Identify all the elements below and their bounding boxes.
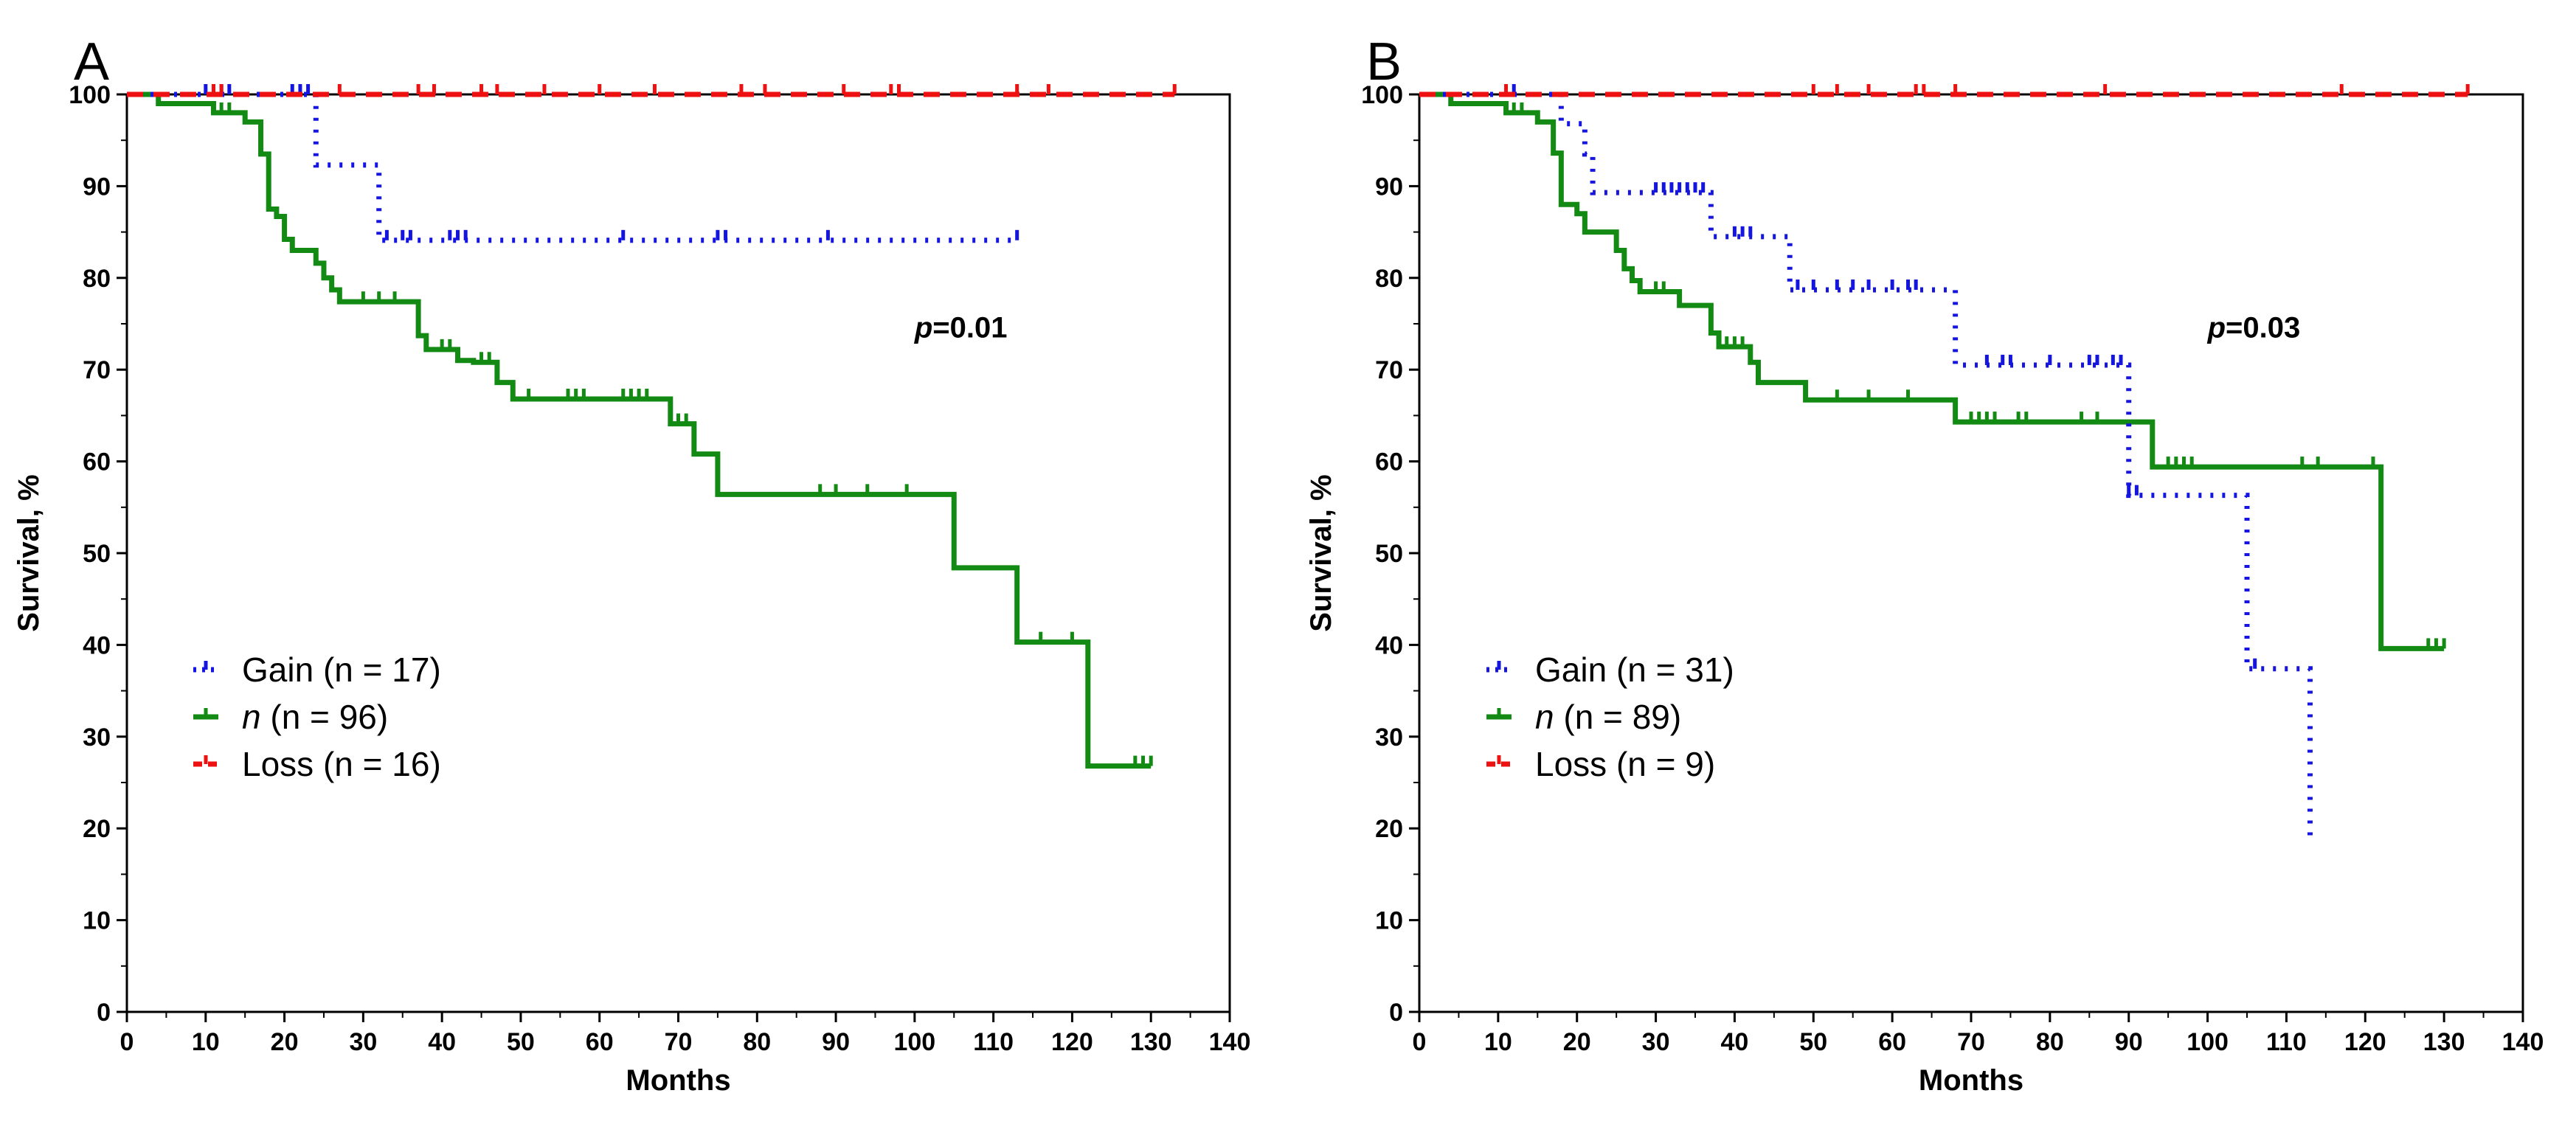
- chart-panel-a: A 0 10 20 30 40 50 60 70 80 90 100 110 120 130 140 0 10 20…: [13, 32, 1250, 1097]
- series-n-group: [1419, 91, 2446, 651]
- x-tick-label: 140: [2502, 1028, 2544, 1056]
- y-tick-label: 80: [83, 265, 111, 293]
- x-tick-label: 100: [893, 1028, 935, 1056]
- legend-label: n: [242, 698, 270, 736]
- y-tick-label: 90: [1375, 173, 1403, 201]
- y-axis-title: Survival, %: [13, 474, 45, 631]
- legend-count: (n = 17): [323, 651, 441, 689]
- y-tick-label: 10: [83, 907, 111, 935]
- p-value-label: p=0.03: [2207, 312, 2301, 344]
- x-tick-label: 50: [507, 1028, 535, 1056]
- x-tick-label: 120: [2344, 1028, 2386, 1056]
- y-tick-label: 60: [1375, 448, 1403, 476]
- x-tick-label: 140: [1209, 1028, 1251, 1056]
- y-axis-title: Survival, %: [1305, 474, 1337, 631]
- x-tick-label: 100: [2187, 1028, 2229, 1056]
- x-tick-label: 40: [1721, 1028, 1749, 1056]
- x-axis-title: Months: [1919, 1064, 2023, 1097]
- legend-count: (n = 89): [1563, 698, 1681, 736]
- chart-panel-b: B 0 10 20 30 40 50 60 70 80 90 100 110 120 130 140 0 10 20…: [1305, 32, 2544, 1097]
- legend-entry-loss: Loss (n = 9): [1535, 745, 1715, 783]
- y-tick-label: 60: [83, 448, 111, 476]
- legend-entry-n: n (n = 89): [1535, 698, 1681, 736]
- y-tick-label: 40: [83, 631, 111, 659]
- legend-label: Gain: [1535, 651, 1616, 689]
- plot-frame: [125, 93, 1231, 1013]
- x-tick-label: 90: [822, 1028, 850, 1056]
- y-tick-label: 40: [1375, 631, 1403, 659]
- x-tick-label: 120: [1051, 1028, 1093, 1056]
- p-value-symbol: p: [914, 312, 932, 344]
- legend-label: Loss: [1535, 745, 1616, 783]
- y-tick-label: 50: [83, 540, 111, 568]
- x-tick-label: 30: [349, 1028, 377, 1056]
- x-tick-label: 60: [586, 1028, 614, 1056]
- legend-count: (n = 96): [270, 698, 388, 736]
- y-tick-label: 20: [1375, 815, 1403, 843]
- x-tick-label: 40: [428, 1028, 456, 1056]
- x-tick-label: 130: [1130, 1028, 1172, 1056]
- y-tick-label: 80: [1375, 265, 1403, 293]
- y-tick-label: 0: [1389, 999, 1403, 1027]
- series-line-n: [1419, 91, 2445, 651]
- x-axis-title: Months: [626, 1064, 730, 1097]
- x-tick-label: 50: [1799, 1028, 1827, 1056]
- y-tick-label: 70: [83, 356, 111, 384]
- x-tick-label: 90: [2115, 1028, 2143, 1056]
- series-loss-group: [127, 84, 1177, 97]
- x-tick-label: 60: [1878, 1028, 1906, 1056]
- series-gain-group: [127, 84, 1019, 243]
- y-tick-label: 50: [1375, 540, 1403, 568]
- legend-entry-gain: Gain (n = 31): [1535, 651, 1734, 689]
- x-tick-label: 70: [1957, 1028, 1985, 1056]
- x-tick-label: 80: [743, 1028, 771, 1056]
- x-tick-label: 20: [271, 1028, 299, 1056]
- legend-count: (n = 16): [323, 745, 441, 783]
- x-tick-label: 130: [2423, 1028, 2465, 1056]
- series-gain-group: [1419, 84, 2313, 838]
- series-line-gain: [127, 91, 1017, 243]
- y-tick-label: 90: [83, 173, 111, 201]
- series-line-gain: [1419, 91, 2313, 838]
- y-tick-label: 0: [97, 999, 111, 1027]
- legend: Gain (n = 31) n (n = 89) Loss (n = 9): [1486, 651, 1734, 783]
- p-value-number: =0.03: [2226, 312, 2300, 344]
- y-tick-label: 30: [83, 724, 111, 752]
- legend-count: (n = 9): [1616, 745, 1715, 783]
- y-tick-label: 70: [1375, 356, 1403, 384]
- series-n-group: [127, 91, 1153, 769]
- legend-label: Gain: [242, 651, 323, 689]
- x-tick-label: 20: [1563, 1028, 1591, 1056]
- y-tick-label: 30: [1375, 724, 1403, 752]
- x-tick-label: 70: [665, 1028, 693, 1056]
- x-tick-label: 110: [2266, 1028, 2307, 1056]
- x-tick-label: 80: [2036, 1028, 2064, 1056]
- y-tick-label: 20: [83, 815, 111, 843]
- panel-letter: A: [74, 32, 109, 91]
- series-loss-group: [1419, 84, 2470, 97]
- p-value-label: p=0.01: [914, 312, 1008, 344]
- x-tick-label: 110: [973, 1028, 1014, 1056]
- x-tick-label: 10: [192, 1028, 220, 1056]
- legend-label: Loss: [242, 745, 323, 783]
- x-tick-label: 30: [1642, 1028, 1670, 1056]
- legend-label: n: [1535, 698, 1563, 736]
- legend-count: (n = 31): [1616, 651, 1734, 689]
- panel-letter: B: [1366, 32, 1402, 91]
- y-tick-label: 100: [1361, 81, 1403, 109]
- p-value-number: =0.01: [932, 312, 1007, 344]
- x-tick-label: 10: [1484, 1028, 1512, 1056]
- legend-entry-gain: Gain (n = 17): [242, 651, 441, 689]
- p-value-symbol: p: [2207, 312, 2226, 344]
- legend-entry-n: n (n = 96): [242, 698, 388, 736]
- y-tick-label: 10: [1375, 907, 1403, 935]
- x-tick-label: 0: [120, 1028, 134, 1056]
- y-tick-label: 100: [69, 81, 111, 109]
- x-tick-label: 0: [1413, 1028, 1427, 1056]
- legend-entry-loss: Loss (n = 16): [242, 745, 441, 783]
- legend: Gain (n = 17) n (n = 96) Loss (n = 16): [193, 651, 441, 783]
